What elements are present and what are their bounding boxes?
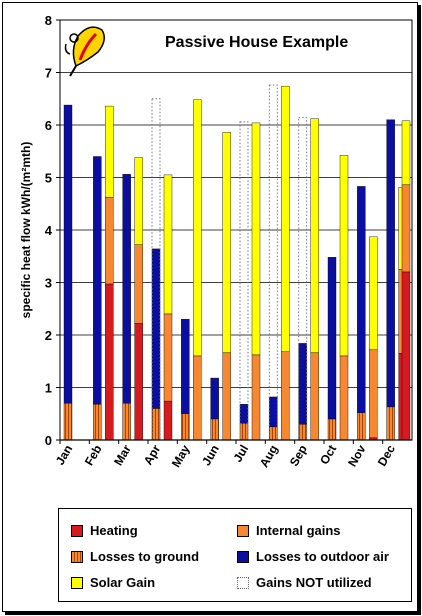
bar-losses-ground — [386, 406, 395, 441]
bar-heating — [134, 323, 143, 441]
y-tick-label: 6 — [45, 118, 52, 133]
x-tick-label: Mar — [111, 442, 134, 468]
bar-solar-gain — [281, 85, 290, 352]
bar-losses-ground — [93, 404, 102, 441]
bar-solar-gain — [105, 105, 114, 198]
bar-losses-outdoor-air — [327, 257, 337, 420]
legend: Heating Internal gains Losses to ground … — [58, 508, 412, 602]
bar-solar-gain — [310, 118, 319, 354]
bar-heating — [105, 283, 114, 441]
legend-swatch-notutil — [237, 576, 249, 589]
bar-solar-gain — [222, 132, 231, 354]
x-tick-label: Sep — [287, 443, 310, 469]
bar-losses-outdoor-air — [93, 156, 102, 405]
legend-label-heating: Heating — [90, 523, 138, 538]
legend-swatch-ground — [71, 550, 83, 563]
legend-item-ground: Losses to ground — [71, 549, 199, 564]
bar-internal-gains — [134, 244, 143, 324]
bar-internal-gains — [222, 352, 231, 441]
bar-internal-gains — [281, 351, 290, 441]
legend-item-solar: Solar Gain — [71, 575, 155, 590]
legend-swatch-solar — [71, 576, 83, 589]
y-tick-label: 2 — [45, 328, 52, 343]
legend-label-ground: Losses to ground — [90, 549, 200, 564]
legend-item-notutil: Gains NOT utilized — [237, 575, 372, 590]
y-tick-label: 8 — [45, 13, 52, 28]
y-tick-label: 7 — [45, 66, 52, 81]
legend-swatch-outdoor — [237, 550, 249, 563]
bar-solar-gain — [369, 236, 378, 350]
bar-heating — [163, 400, 173, 441]
bar-losses-ground — [298, 424, 307, 441]
legend-label-notutil: Gains NOT utilized — [256, 575, 372, 590]
x-tick-label: Oct — [317, 443, 339, 467]
passive-house-logo-icon — [64, 26, 105, 77]
bar-solar-gain — [134, 157, 143, 245]
x-tick-label: Jul — [230, 443, 251, 465]
bar-solar-gain — [401, 120, 411, 186]
bar-solar-gain — [251, 122, 261, 356]
bar-heating — [401, 271, 411, 441]
bar-losses-outdoor-air — [357, 186, 366, 413]
y-tick-label: 5 — [45, 171, 52, 186]
bar-losses-outdoor-air — [298, 343, 307, 425]
bar-internal-gains — [369, 349, 378, 439]
x-tick-label: Apr — [141, 442, 164, 467]
bar-losses-ground — [151, 408, 161, 441]
y-tick-label: 1 — [45, 381, 52, 396]
bar-losses-outdoor-air — [239, 404, 249, 424]
legend-item-heating: Heating — [71, 523, 138, 538]
bar-losses-outdoor-air — [122, 174, 131, 404]
x-tick-label: Aug — [257, 443, 281, 470]
y-tick-label: 4 — [45, 223, 53, 238]
x-tick-label: Dec — [375, 442, 398, 468]
y-tick-label: 3 — [45, 276, 52, 291]
bar-solar-gain — [193, 99, 202, 357]
chart-title: Passive House Example — [165, 34, 349, 51]
legend-swatch-internal — [237, 524, 249, 537]
legend-swatch-heating — [71, 524, 83, 537]
bar-losses-ground — [269, 426, 278, 441]
bar-losses-ground — [239, 423, 249, 441]
bar-losses-outdoor-air — [386, 119, 395, 408]
y-axis-label: specific heat flow kWh/(m²mth) — [19, 142, 33, 319]
bar-losses-ground — [210, 418, 219, 441]
bar-solar-gain — [339, 155, 349, 357]
x-tick-label: Feb — [82, 443, 105, 468]
bar-losses-outdoor-air — [269, 396, 278, 428]
legend-label-internal: Internal gains — [256, 523, 341, 538]
bar-internal-gains — [105, 197, 114, 285]
bar-gains-not-utilized — [268, 84, 278, 441]
bar-losses-outdoor-air — [151, 248, 161, 409]
bar-internal-gains — [401, 184, 411, 273]
legend-label-solar: Solar Gain — [90, 575, 156, 590]
y-tick-label: 0 — [45, 433, 52, 448]
bar-internal-gains — [339, 355, 349, 441]
x-tick-label: May — [169, 442, 193, 469]
x-tick-label: Nov — [345, 442, 369, 469]
legend-item-outdoor: Losses to outdoor air — [237, 549, 389, 564]
bar-losses-outdoor-air — [210, 377, 219, 420]
bar-gains-not-utilized — [151, 98, 161, 441]
bar-losses-ground — [357, 412, 366, 441]
bar-gains-not-utilized — [298, 117, 308, 441]
bar-losses-outdoor-air — [181, 319, 190, 414]
bar-losses-ground — [122, 403, 131, 441]
bar-losses-outdoor-air — [63, 104, 73, 404]
legend-item-internal: Internal gains — [237, 523, 341, 538]
x-tick-label: Jan — [53, 443, 75, 468]
bar-internal-gains — [193, 355, 202, 441]
legend-label-outdoor: Losses to outdoor air — [256, 549, 389, 564]
x-tick-label: Jun — [199, 443, 222, 468]
bar-internal-gains — [310, 352, 319, 441]
bar-losses-ground — [181, 413, 190, 441]
bar-losses-ground — [63, 403, 73, 441]
bar-internal-gains — [251, 354, 261, 441]
bar-losses-ground — [327, 418, 337, 441]
bar-internal-gains — [163, 313, 173, 402]
bar-solar-gain — [163, 174, 173, 315]
